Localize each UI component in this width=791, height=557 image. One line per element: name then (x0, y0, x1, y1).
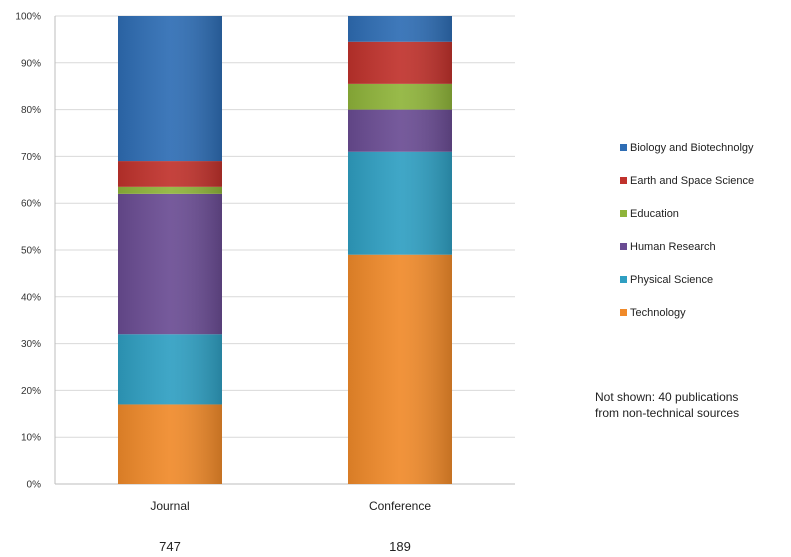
legend-swatch-education (620, 210, 627, 217)
category-count-label: 189 (389, 539, 411, 554)
footnote: Not shown: 40 publications from non-tech… (595, 389, 785, 421)
legend-label-biology-and-biotechnolgy: Biology and Biotechnolgy (630, 142, 754, 154)
y-tick-label: 50% (21, 246, 41, 257)
y-tick-label: 60% (21, 199, 41, 210)
y-tick-label: 0% (27, 480, 42, 491)
y-tick-label: 70% (21, 152, 41, 163)
legend-label-education: Education (630, 208, 679, 220)
legend-swatch-physical-science (620, 276, 627, 283)
y-axis-tick-labels: 0% 10% 20% 30% 40% 50% 60% 70% 80% 90% 100% (15, 12, 41, 491)
bar-segments (118, 16, 452, 484)
legend-label-earth-and-space-science: Earth and Space Science (630, 175, 754, 187)
x-category-label: Conference (369, 499, 431, 513)
legend-swatch-technology (620, 309, 627, 316)
bar-segment-shade (348, 254, 452, 484)
x-category-label: Journal (150, 499, 189, 513)
bar-segment-shade (118, 193, 222, 335)
bar-segment-shade (118, 334, 222, 405)
legend-label-human-research: Human Research (630, 241, 716, 253)
y-tick-label: 30% (21, 339, 41, 350)
x-axis-category-labels: Journal 747 Conference 189 (150, 499, 431, 554)
bar-segment-shade (348, 83, 452, 110)
bar-segment-shade (118, 186, 222, 194)
legend-swatch-human-research (620, 243, 627, 250)
y-tick-label: 40% (21, 292, 41, 303)
legend-swatch-biology-and-biotechnolgy (620, 144, 627, 151)
y-tick-label: 90% (21, 58, 41, 69)
bar-segment-shade (348, 16, 452, 42)
y-tick-label: 100% (15, 12, 41, 23)
bar-segment-shade (118, 161, 222, 187)
y-tick-label: 10% (21, 433, 41, 444)
footnote-line-2: from non-technical sources (595, 406, 740, 420)
bar-segment-shade (118, 16, 222, 162)
footnote-line-1: Not shown: 40 publications (595, 390, 739, 404)
y-tick-label: 20% (21, 386, 41, 397)
bar-segment-shade (118, 404, 222, 484)
category-count-label: 747 (159, 539, 181, 554)
y-tick-label: 80% (21, 105, 41, 116)
legend-label-physical-science: Physical Science (630, 274, 713, 286)
bar-segment-shade (348, 41, 452, 84)
legend-swatch-earth-and-space-science (620, 177, 627, 184)
bar-segment-shade (348, 151, 452, 255)
bar-segment-shade (348, 109, 452, 152)
legend-label-technology: Technology (630, 307, 686, 319)
legend: Biology and Biotechnolgy Earth and Space … (620, 142, 754, 319)
